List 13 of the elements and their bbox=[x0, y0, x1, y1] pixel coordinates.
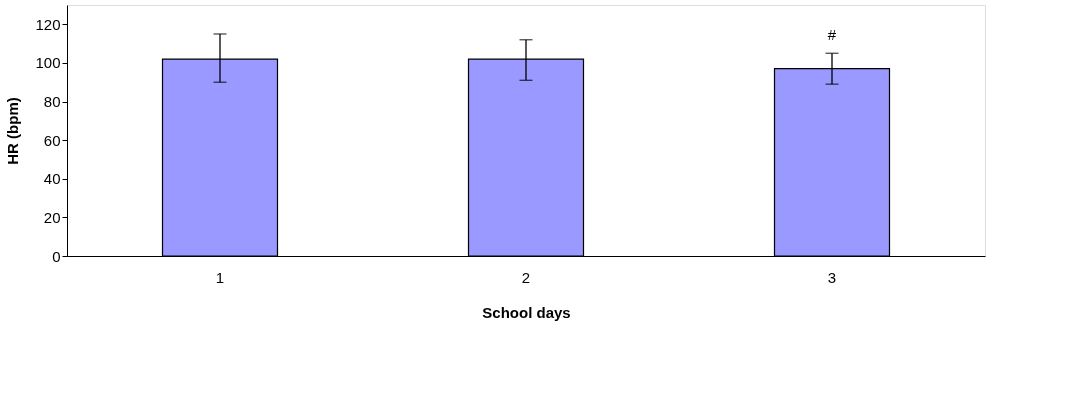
y-tick-label: 80 bbox=[43, 93, 61, 111]
x-tick-label: 1 bbox=[215, 268, 225, 286]
x-tick-label: 2 bbox=[521, 268, 531, 286]
x-axis-title: School days bbox=[482, 303, 571, 321]
y-tick-label: 100 bbox=[35, 54, 61, 72]
y-tick-label: 60 bbox=[43, 131, 61, 149]
y-tick-label: 40 bbox=[43, 170, 61, 188]
y-tick-label: 120 bbox=[35, 15, 61, 33]
y-tick-label: 20 bbox=[43, 208, 61, 226]
x-tick-label: 3 bbox=[827, 268, 837, 286]
y-axis-title: HR (bpm) bbox=[4, 97, 22, 165]
y-tick-label: 0 bbox=[52, 247, 61, 265]
annotation: # bbox=[827, 26, 837, 43]
